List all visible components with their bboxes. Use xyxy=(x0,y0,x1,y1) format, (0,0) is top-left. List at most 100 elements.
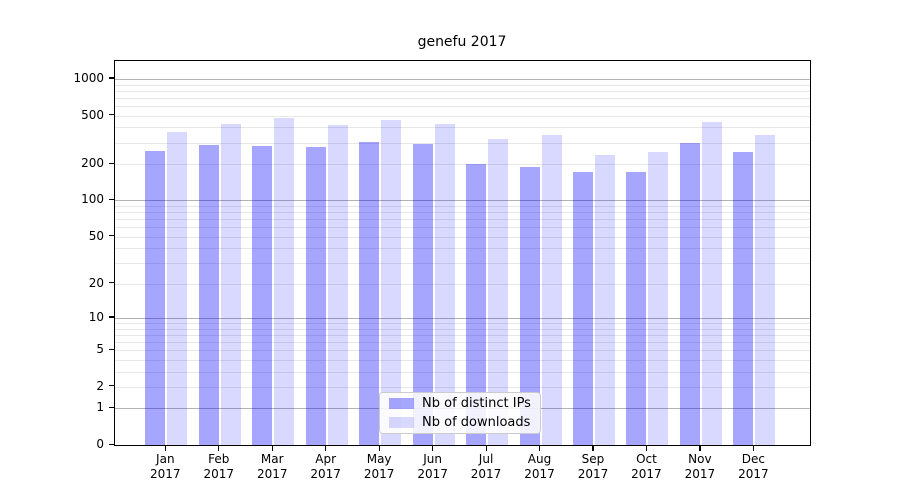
minor-gridline xyxy=(115,127,810,129)
x-tick-label: Oct 2017 xyxy=(631,452,662,481)
x-tick-mark xyxy=(699,446,701,451)
legend-swatch-downloads xyxy=(389,417,414,428)
major-gridline xyxy=(115,200,810,202)
x-tick-mark xyxy=(592,446,594,451)
bar-distinct-ips-dec xyxy=(733,152,754,445)
bar-distinct-ips-may xyxy=(359,141,380,445)
minor-gridline xyxy=(115,236,810,238)
y-tick-label: 500 xyxy=(81,107,104,122)
minor-gridline xyxy=(115,97,810,99)
y-tick-label: 50 xyxy=(88,228,104,243)
x-tick-mark xyxy=(325,446,327,451)
y-tick-mark xyxy=(109,385,114,387)
x-tick-label: Sep 2017 xyxy=(577,452,609,481)
minor-gridline xyxy=(115,283,810,285)
x-tick-label: Dec 2017 xyxy=(738,452,769,481)
y-tick-label: 5 xyxy=(96,342,104,357)
x-tick-label: Jul 2017 xyxy=(470,452,502,481)
y-tick-label: 1000 xyxy=(73,70,104,85)
plot-area xyxy=(114,60,811,446)
bar-distinct-ips-oct xyxy=(626,171,647,445)
minor-gridline xyxy=(115,248,810,250)
x-tick-label: May 2017 xyxy=(363,452,395,481)
bar-downloads-jun xyxy=(434,123,455,445)
bar-downloads-nov xyxy=(701,121,722,445)
x-tick-mark xyxy=(271,446,273,451)
x-tick-mark xyxy=(164,446,166,451)
minor-gridline xyxy=(115,371,810,373)
minor-gridline xyxy=(115,334,810,336)
y-tick-mark xyxy=(109,406,114,408)
legend-item-distinct-ips: Nb of distinct IPs xyxy=(389,396,531,411)
minor-gridline xyxy=(115,227,810,229)
x-tick-mark xyxy=(539,446,541,451)
x-tick-mark xyxy=(485,446,487,451)
x-tick-label: Jun 2017 xyxy=(417,452,448,481)
x-tick-mark xyxy=(752,446,755,451)
minor-gridline xyxy=(115,212,810,214)
y-tick-mark xyxy=(109,114,114,116)
x-tick-mark xyxy=(218,446,220,451)
x-tick-label: Nov 2017 xyxy=(684,452,716,481)
major-gridline xyxy=(115,317,810,319)
minor-gridline xyxy=(115,350,810,352)
bar-distinct-ips-feb xyxy=(198,144,219,445)
y-tick-mark xyxy=(109,282,114,284)
bar-distinct-ips-jun xyxy=(412,143,433,445)
y-tick-mark xyxy=(109,348,114,350)
minor-gridline xyxy=(115,386,810,388)
y-tick-label: 100 xyxy=(81,192,104,207)
y-tick-mark xyxy=(109,443,114,445)
y-tick-label: 1 xyxy=(96,400,104,415)
minor-gridline xyxy=(115,323,810,324)
legend: Nb of distinct IPs Nb of downloads xyxy=(379,392,541,434)
y-tick-label: 10 xyxy=(88,309,104,324)
bar-downloads-oct xyxy=(648,151,669,445)
minor-gridline xyxy=(115,105,810,107)
bar-downloads-dec xyxy=(755,134,776,445)
bar-distinct-ips-jan xyxy=(145,150,166,445)
bar-downloads-jan xyxy=(167,132,188,445)
legend-label-distinct-ips: Nb of distinct IPs xyxy=(422,396,531,411)
x-tick-label: Feb 2017 xyxy=(203,452,235,481)
x-tick-mark xyxy=(432,446,434,451)
x-tick-mark xyxy=(378,446,380,451)
bar-distinct-ips-aug xyxy=(519,166,540,445)
minor-gridline xyxy=(115,328,810,330)
x-tick-label: Mar 2017 xyxy=(256,452,288,481)
chart-title: genefu 2017 xyxy=(417,34,507,50)
bar-downloads-jul xyxy=(488,138,509,445)
legend-swatch-distinct-ips xyxy=(389,398,414,409)
minor-gridline xyxy=(115,115,810,117)
y-tick-mark xyxy=(109,316,114,318)
x-tick-label: Aug 2017 xyxy=(524,452,555,481)
minor-gridline xyxy=(115,359,810,361)
minor-gridline xyxy=(115,341,810,343)
bar-distinct-ips-apr xyxy=(305,147,326,445)
y-tick-label: 2 xyxy=(96,378,104,393)
bar-distinct-ips-mar xyxy=(252,146,273,445)
minor-gridline xyxy=(115,90,810,92)
bar-distinct-ips-jul xyxy=(466,164,487,445)
bar-downloads-aug xyxy=(541,135,562,445)
y-tick-label: 200 xyxy=(81,156,104,170)
legend-label-downloads: Nb of downloads xyxy=(422,415,531,430)
x-tick-mark xyxy=(645,446,648,451)
y-tick-label: 20 xyxy=(88,275,104,290)
minor-gridline xyxy=(115,219,810,221)
major-gridline xyxy=(115,78,810,80)
bar-downloads-feb xyxy=(220,123,241,445)
minor-gridline xyxy=(115,205,810,207)
minor-gridline xyxy=(115,142,810,144)
bar-downloads-may xyxy=(381,119,402,445)
minor-gridline xyxy=(115,263,810,265)
y-tick-mark xyxy=(109,77,114,79)
legend-item-downloads: Nb of downloads xyxy=(389,415,531,430)
minor-gridline xyxy=(115,164,810,165)
y-tick-mark xyxy=(109,198,114,201)
bar-downloads-sep xyxy=(594,154,615,445)
y-tick-mark xyxy=(109,162,114,164)
x-tick-label: Jan 2017 xyxy=(150,452,181,481)
bar-downloads-mar xyxy=(274,118,295,445)
